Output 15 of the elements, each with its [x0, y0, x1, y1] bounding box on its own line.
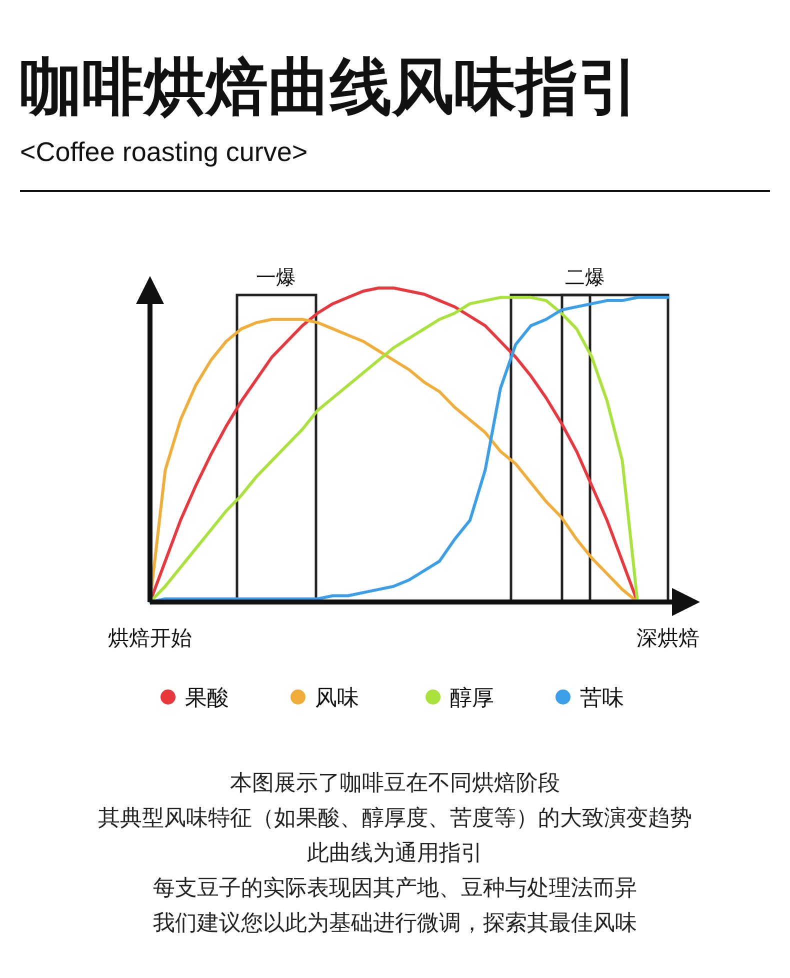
text: 每支豆子的实际表现因其产地、豆种与处理法而异	[153, 875, 637, 900]
subtitle: <Coffee roasting curve>	[20, 137, 308, 167]
text: 我们建议您以此为基础进行微调，探索其最佳风味	[153, 910, 637, 935]
text: 此曲线为通用指引	[307, 840, 483, 865]
title: 咖啡烘焙曲线风味指引	[20, 53, 640, 122]
legend-label: 苦味	[580, 685, 624, 710]
x-tick-label: 深烘焙	[636, 627, 700, 650]
annotation: 二爆	[565, 267, 605, 289]
legend-label: 风味	[315, 685, 359, 710]
legend-label: 醇厚	[450, 685, 494, 710]
x-tick-label: 烘焙开始	[108, 627, 192, 650]
legend-label: 果酸	[185, 685, 229, 710]
text: 其典型风味特征（如果酸、醇厚度、苦度等）的大致演变趋势	[98, 805, 692, 830]
text: 本图展示了咖啡豆在不同烘焙阶段	[230, 770, 560, 795]
annotation: 一爆	[256, 267, 296, 289]
